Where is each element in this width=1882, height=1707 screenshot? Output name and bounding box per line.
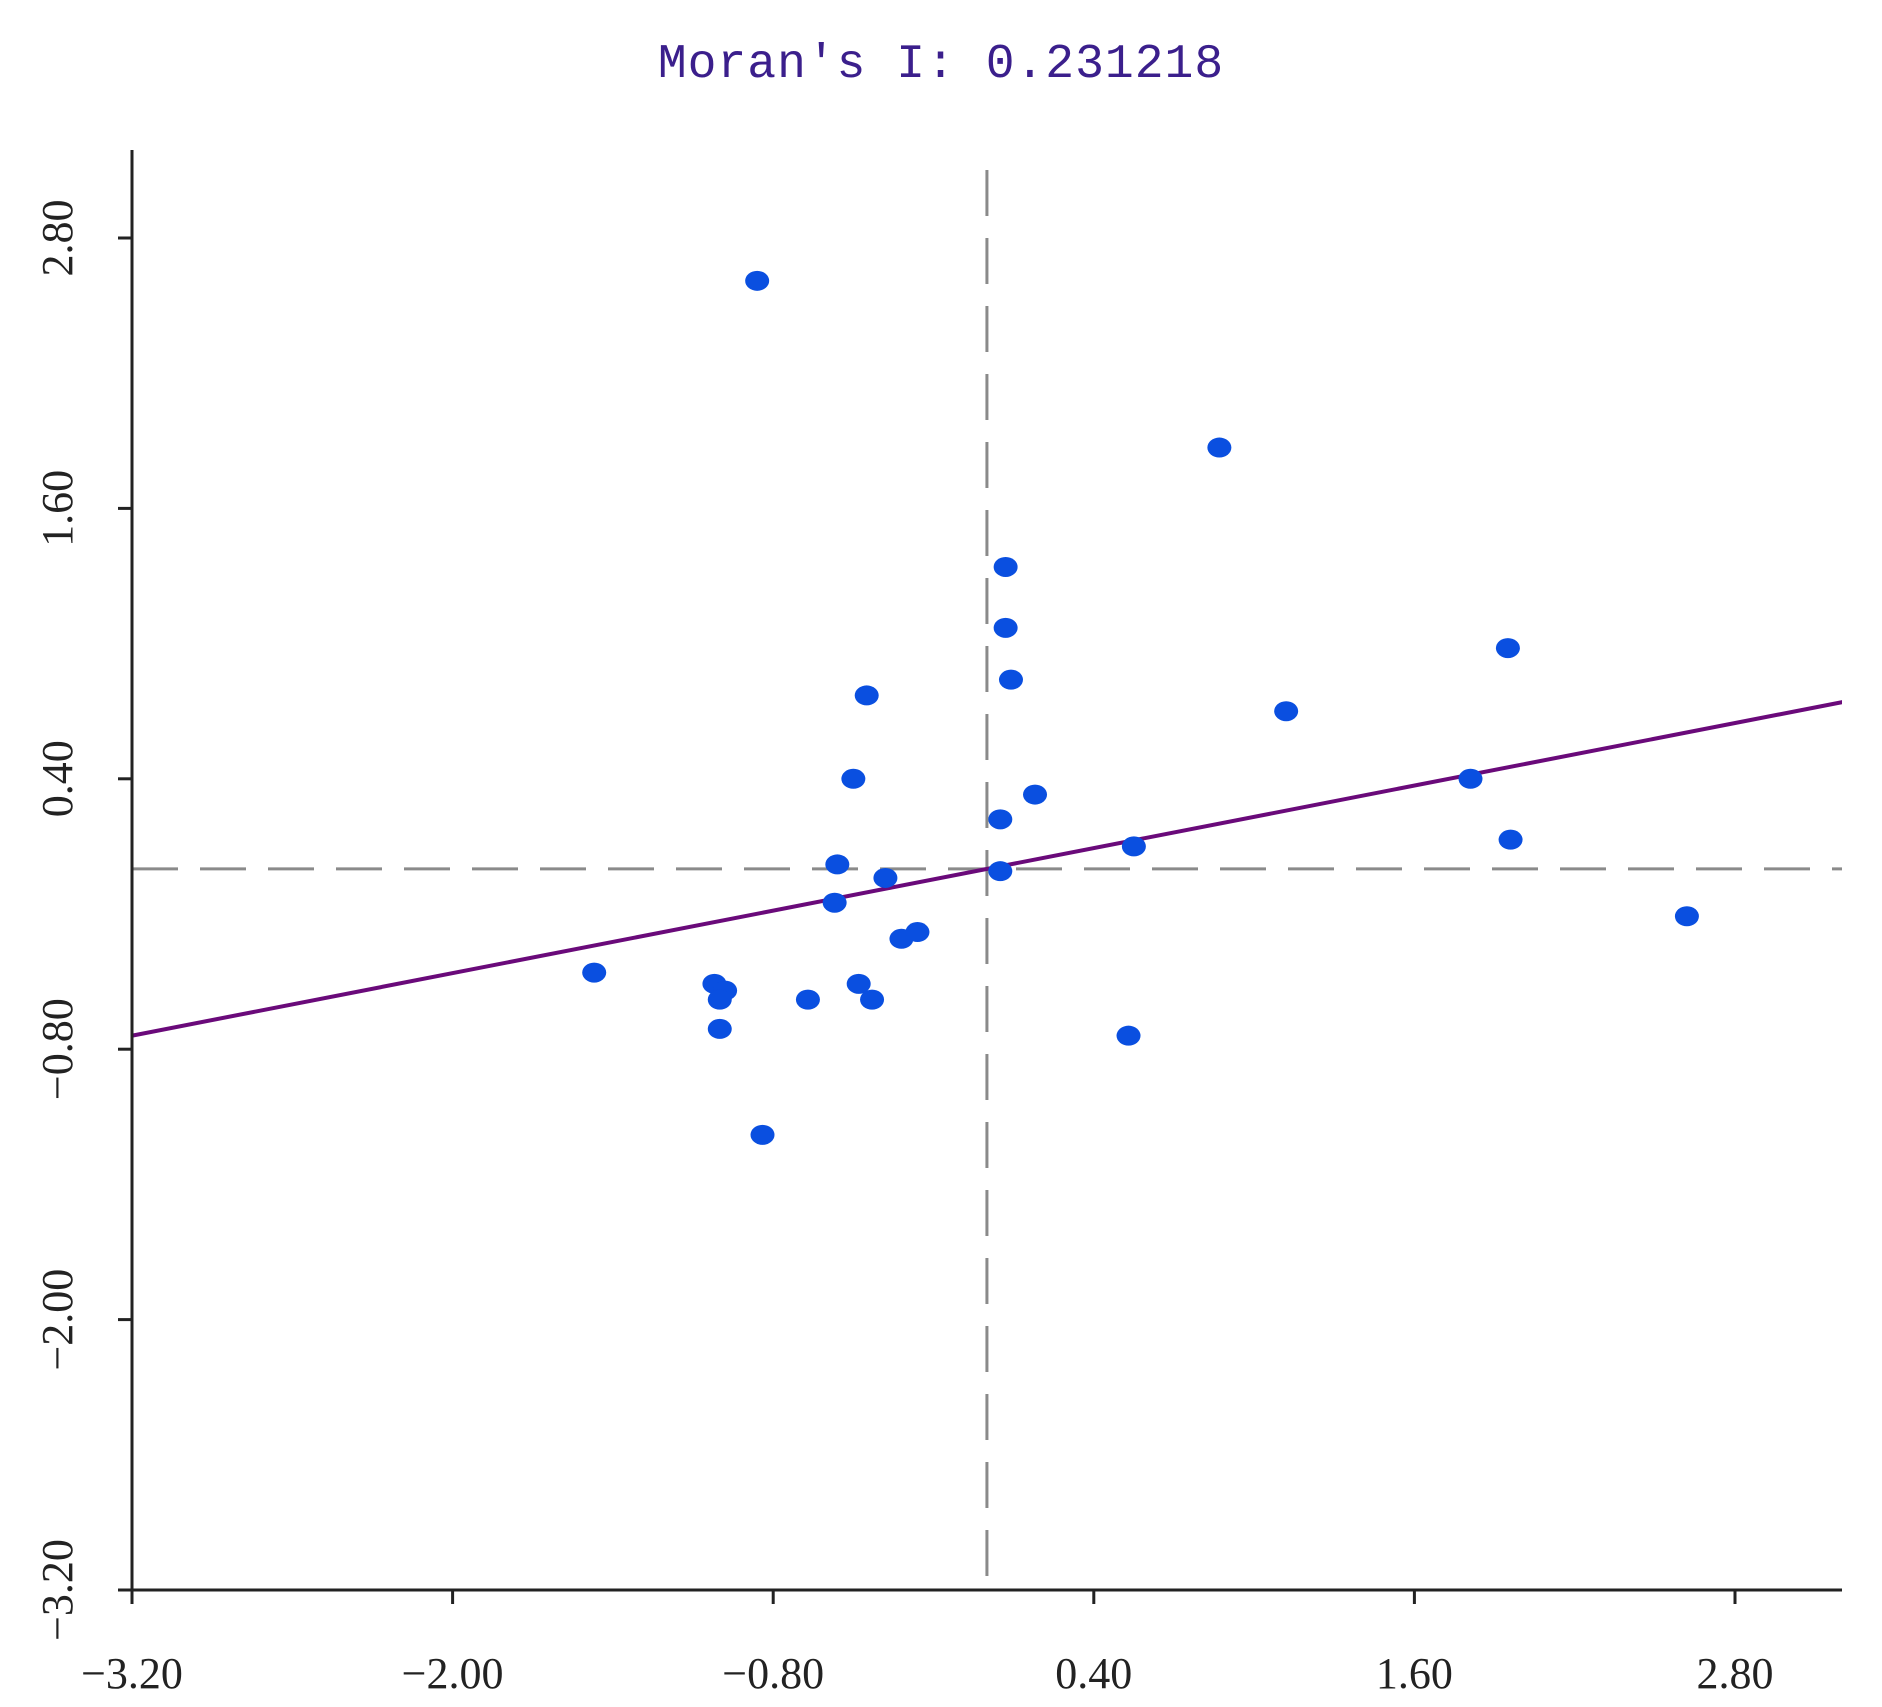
regression-layer <box>132 700 1842 1038</box>
mean-lines <box>132 170 1842 1590</box>
x-tick-label: −3.20 <box>81 1649 183 1698</box>
data-point <box>582 962 607 983</box>
data-point <box>905 922 930 943</box>
x-tick-label: 0.40 <box>1055 1649 1132 1698</box>
data-point <box>1023 784 1048 805</box>
x-tick-label: 1.60 <box>1376 1649 1453 1698</box>
axis-ticks: −3.20 −2.00 −0.80 0.40 1.60 2.80 −3.20 −2.00 −0.… <box>33 200 1774 1699</box>
data-point <box>745 270 770 291</box>
data-point <box>707 1018 732 1039</box>
data-point <box>825 854 850 875</box>
data-point <box>1498 829 1523 850</box>
data-points <box>582 270 1699 1145</box>
data-point <box>1274 701 1299 722</box>
y-tick-label: 2.80 <box>33 200 82 277</box>
y-tick-label: 1.60 <box>33 470 82 547</box>
data-point <box>822 892 847 913</box>
chart-title: Moran's I: 0.231218 <box>657 38 1225 92</box>
regression-line <box>132 700 1842 1038</box>
x-tick-label: 2.80 <box>1697 1649 1774 1698</box>
y-tick-label: −0.80 <box>33 998 82 1100</box>
data-point <box>841 768 866 789</box>
y-tick-label: 0.40 <box>33 740 82 817</box>
data-point <box>750 1124 775 1145</box>
data-point <box>873 867 898 888</box>
axes <box>130 150 1842 1592</box>
data-point <box>1207 437 1232 458</box>
data-point <box>1121 836 1146 857</box>
data-point <box>993 617 1018 638</box>
data-point <box>1116 1025 1141 1046</box>
y-tick-label: −3.20 <box>33 1539 82 1641</box>
data-point <box>846 973 871 994</box>
data-point <box>1674 906 1699 927</box>
data-point <box>988 809 1013 830</box>
data-point <box>993 556 1018 577</box>
data-point <box>1495 638 1520 659</box>
x-tick-label: −2.00 <box>402 1649 504 1698</box>
data-point <box>854 685 879 706</box>
data-point <box>988 861 1013 882</box>
data-point <box>1458 768 1483 789</box>
data-point <box>795 989 820 1010</box>
data-point <box>860 989 885 1010</box>
x-tick-label: −0.80 <box>722 1649 824 1698</box>
data-point <box>998 669 1023 690</box>
data-point <box>707 989 732 1010</box>
y-tick-label: −2.00 <box>33 1269 82 1371</box>
